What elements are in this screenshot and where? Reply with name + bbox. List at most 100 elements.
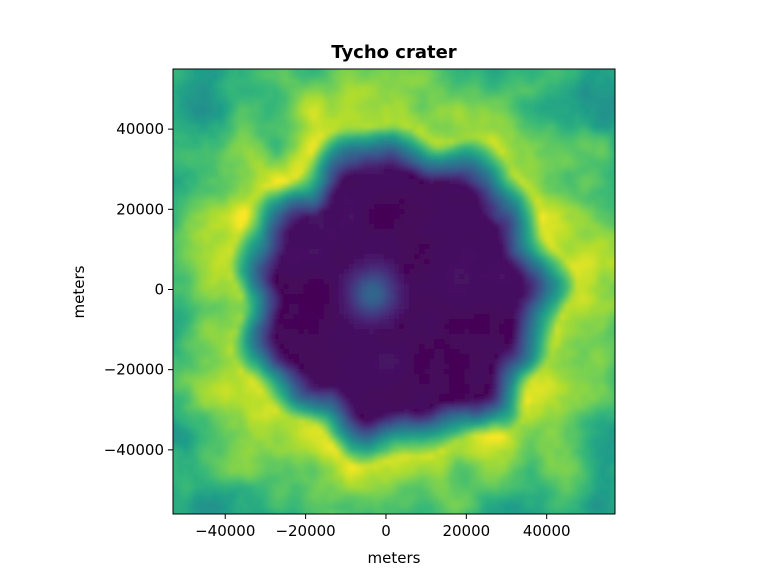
heatmap-cell [263, 119, 270, 125]
heatmap-cell [203, 89, 209, 95]
heatmap-cell [273, 159, 280, 165]
heatmap-cell [373, 289, 380, 295]
heatmap-cell [529, 174, 536, 180]
heatmap-cell [253, 94, 259, 100]
heatmap-cell [459, 309, 465, 315]
heatmap-cell [328, 209, 335, 215]
heatmap-cell [474, 109, 480, 115]
heatmap-cell [338, 84, 345, 90]
heatmap-cell [248, 99, 254, 105]
heatmap-cell [524, 194, 531, 200]
heatmap-cell [569, 109, 576, 115]
heatmap-cell [238, 304, 244, 310]
heatmap-cell [383, 174, 390, 180]
heatmap-cell [243, 204, 249, 210]
heatmap-cell [358, 274, 365, 280]
heatmap-cell [293, 114, 300, 120]
heatmap-cell [424, 89, 430, 95]
heatmap-cell [378, 89, 385, 95]
heatmap-cell [173, 329, 179, 335]
heatmap-cell [348, 254, 355, 260]
heatmap-cell [173, 79, 179, 85]
heatmap-cell [243, 109, 249, 115]
heatmap-cell [529, 209, 536, 215]
heatmap-cell [615, 219, 621, 225]
heatmap-cell [363, 229, 370, 235]
heatmap-cell [439, 89, 445, 95]
heatmap-cell [253, 189, 259, 195]
heatmap-cell [439, 324, 445, 330]
heatmap-cell [303, 274, 310, 280]
heatmap-cell [298, 114, 305, 120]
heatmap-cell [615, 289, 621, 295]
heatmap-cell [353, 199, 360, 205]
heatmap-cell [368, 319, 375, 325]
heatmap-cell [519, 324, 526, 330]
heatmap-cell [243, 234, 249, 240]
heatmap-cell [298, 144, 305, 150]
heatmap-cell [499, 309, 506, 315]
heatmap-cell [579, 79, 586, 85]
heatmap-cell [228, 294, 234, 300]
heatmap-cell [474, 334, 480, 340]
heatmap-cell [589, 84, 596, 90]
heatmap-cell [559, 269, 566, 275]
heatmap-cell [434, 284, 440, 290]
heatmap-cell [388, 294, 395, 300]
heatmap-cell [444, 89, 450, 95]
heatmap-cell [584, 149, 591, 155]
heatmap-cell [559, 259, 566, 265]
heatmap-cell [328, 139, 335, 145]
heatmap-cell [534, 159, 541, 165]
heatmap-cell [524, 79, 531, 85]
heatmap-cell [208, 149, 214, 155]
heatmap-cell [193, 239, 199, 245]
heatmap-cell [203, 234, 209, 240]
heatmap-cell [429, 184, 435, 190]
heatmap-cell [363, 314, 370, 320]
heatmap-cell [409, 194, 415, 200]
heatmap-cell [358, 124, 365, 130]
heatmap-cell [268, 69, 275, 75]
heatmap-cell [594, 159, 601, 165]
heatmap-cell [574, 244, 581, 250]
heatmap-cell [238, 259, 244, 265]
heatmap-cell [469, 284, 475, 290]
heatmap-cell [368, 184, 375, 190]
heatmap-cell [273, 109, 280, 115]
heatmap-cell [323, 99, 330, 105]
heatmap-cell [559, 99, 566, 105]
heatmap-cell [499, 149, 506, 155]
heatmap-cell [564, 289, 571, 295]
heatmap-cell [404, 199, 410, 205]
heatmap-cell [388, 339, 395, 345]
heatmap-cell [323, 334, 330, 340]
heatmap-cell [193, 169, 199, 175]
heatmap-cell [178, 164, 184, 170]
heatmap-cell [579, 134, 586, 140]
heatmap-cell [258, 179, 265, 185]
heatmap-cell [328, 199, 335, 205]
heatmap-cell [569, 264, 576, 270]
heatmap-cell [419, 249, 425, 255]
heatmap-cell [188, 114, 194, 120]
heatmap-cell [489, 124, 496, 130]
heatmap-cell [268, 209, 275, 215]
heatmap-cell [383, 319, 390, 325]
heatmap-cell [208, 79, 214, 85]
heatmap-cell [394, 254, 400, 260]
heatmap-cell [609, 139, 615, 145]
heatmap-cell [263, 284, 270, 290]
heatmap-cell [198, 204, 204, 210]
heatmap-cell [328, 319, 335, 325]
heatmap-cell [308, 89, 315, 95]
heatmap-cell [464, 79, 470, 85]
heatmap-cell [278, 149, 285, 155]
heatmap-cell [313, 264, 320, 270]
heatmap-cell [559, 219, 566, 225]
heatmap-cell [208, 104, 214, 110]
heatmap-cell [539, 184, 546, 190]
heatmap-cell [579, 89, 586, 95]
heatmap-cell [504, 164, 511, 170]
heatmap-cell [459, 314, 465, 320]
